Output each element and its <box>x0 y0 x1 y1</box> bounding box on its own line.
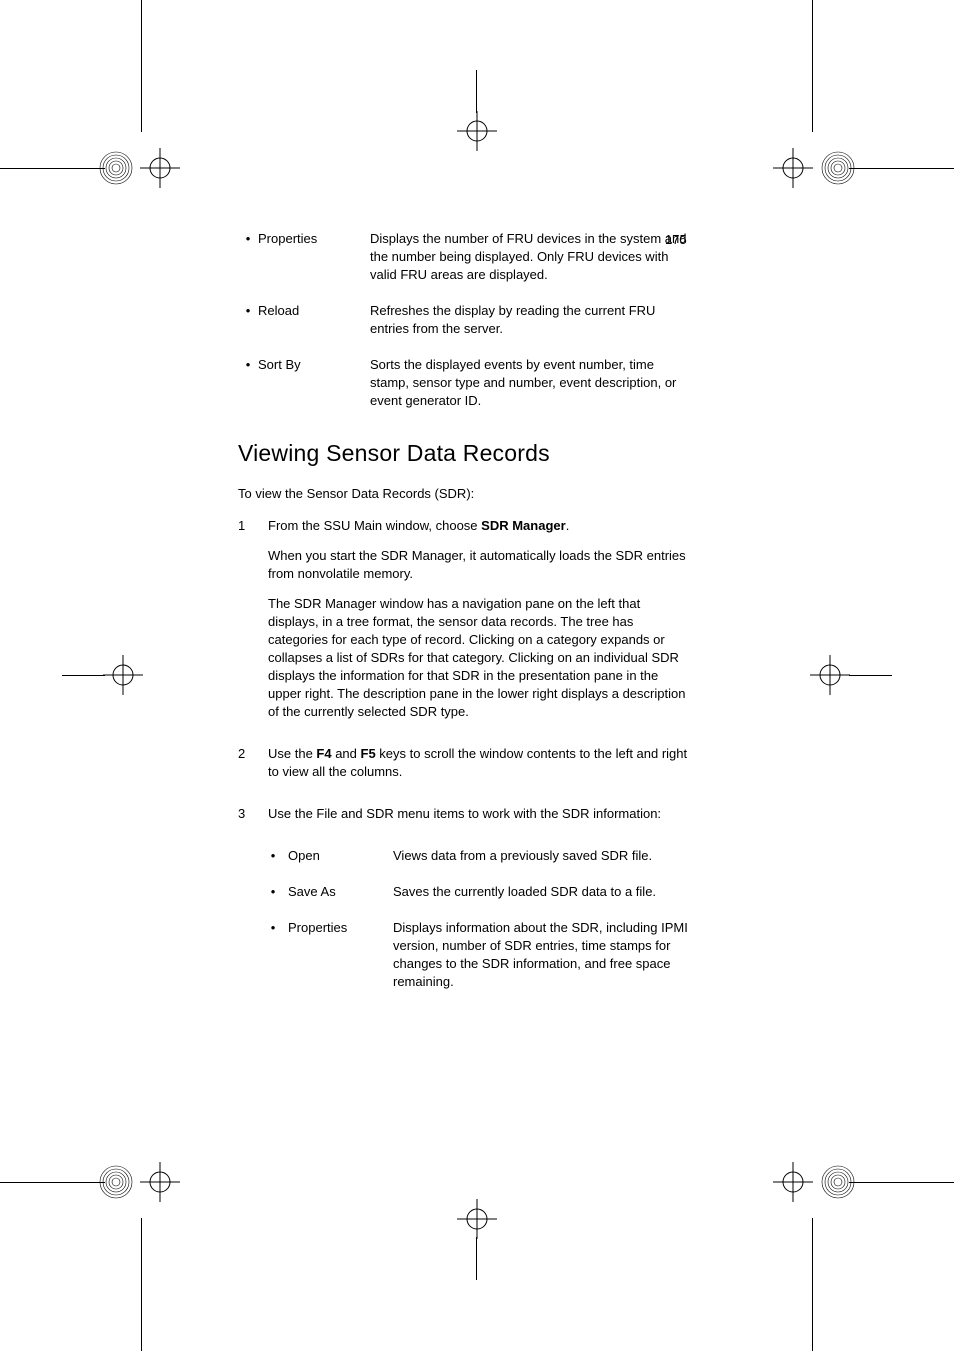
sub-bullet-open: • Open Views data from a previously save… <box>258 847 688 865</box>
corner-ring-icon <box>98 1164 134 1200</box>
bullet-reload: • Reload Refreshes the display by readin… <box>238 302 688 338</box>
step-para: The SDR Manager window has a navigation … <box>268 595 688 721</box>
crop-line <box>812 0 813 132</box>
crop-line <box>849 675 892 676</box>
crop-line <box>62 675 105 676</box>
step-3: 3 Use the File and SDR menu items to wor… <box>238 805 688 835</box>
step-para: Use the File and SDR menu items to work … <box>268 805 688 823</box>
bullet-desc: Refreshes the display by reading the cur… <box>370 302 688 338</box>
registration-mark-icon <box>140 1162 180 1202</box>
step-text: Use the <box>268 746 316 761</box>
page-content: • Properties Displays the number of FRU … <box>238 230 688 1009</box>
bullet-term: Sort By <box>258 356 370 410</box>
step-para: When you start the SDR Manager, it autom… <box>268 547 688 583</box>
step-body: Use the F4 and F5 keys to scroll the win… <box>268 745 688 793</box>
step-bold: F5 <box>361 746 376 761</box>
step-2: 2 Use the F4 and F5 keys to scroll the w… <box>238 745 688 793</box>
step-number: 2 <box>238 745 268 793</box>
bullet-sort-by: • Sort By Sorts the displayed events by … <box>238 356 688 410</box>
bullet-dot-icon: • <box>238 302 258 338</box>
crop-line <box>849 168 954 169</box>
step-body: From the SSU Main window, choose SDR Man… <box>268 517 688 733</box>
bullet-desc: Sorts the displayed events by event numb… <box>370 356 688 410</box>
step-text: . <box>566 518 570 533</box>
bullet-dot-icon: • <box>238 230 258 284</box>
step-body: Use the File and SDR menu items to work … <box>268 805 688 835</box>
crop-line <box>849 1182 954 1183</box>
corner-ring-icon <box>820 1164 856 1200</box>
sub-bullet-term: Properties <box>288 919 393 991</box>
bullet-desc: Displays the number of FRU devices in th… <box>370 230 688 284</box>
sub-bullet-term: Save As <box>288 883 393 901</box>
crop-line <box>0 168 105 169</box>
registration-mark-icon <box>773 1162 813 1202</box>
sub-bullet-save-as: • Save As Saves the currently loaded SDR… <box>258 883 688 901</box>
registration-mark-icon <box>140 148 180 188</box>
crop-line <box>141 0 142 132</box>
step-1: 1 From the SSU Main window, choose SDR M… <box>238 517 688 733</box>
bullet-dot-icon: • <box>258 847 288 865</box>
step-number: 3 <box>238 805 268 835</box>
registration-mark-icon <box>810 655 850 695</box>
bullet-dot-icon: • <box>258 883 288 901</box>
crop-line <box>812 1218 813 1351</box>
bullet-term: Properties <box>258 230 370 284</box>
corner-ring-icon <box>820 150 856 186</box>
bullet-dot-icon: • <box>238 356 258 410</box>
sub-bullet-desc: Saves the currently loaded SDR data to a… <box>393 883 688 901</box>
sub-bullet-term: Open <box>288 847 393 865</box>
crop-line <box>141 1218 142 1351</box>
section-title: Viewing Sensor Data Records <box>238 440 688 467</box>
sub-bullet-desc: Views data from a previously saved SDR f… <box>393 847 688 865</box>
step-text: and <box>332 746 361 761</box>
corner-ring-icon <box>98 150 134 186</box>
crop-line <box>0 1182 105 1183</box>
registration-mark-icon <box>457 111 497 151</box>
registration-mark-icon <box>457 1199 497 1239</box>
sub-bullet-properties: • Properties Displays information about … <box>258 919 688 991</box>
crop-line <box>476 1237 477 1280</box>
step-bold: SDR Manager <box>481 518 566 533</box>
bullet-properties: • Properties Displays the number of FRU … <box>238 230 688 284</box>
bullet-dot-icon: • <box>258 919 288 991</box>
step-text: From the SSU Main window, choose <box>268 518 481 533</box>
intro-text: To view the Sensor Data Records (SDR): <box>238 485 688 503</box>
bullet-term: Reload <box>258 302 370 338</box>
step-bold: F4 <box>316 746 331 761</box>
sub-bullet-desc: Displays information about the SDR, incl… <box>393 919 688 991</box>
step-number: 1 <box>238 517 268 733</box>
crop-line <box>476 70 477 113</box>
registration-mark-icon <box>103 655 143 695</box>
registration-mark-icon <box>773 148 813 188</box>
